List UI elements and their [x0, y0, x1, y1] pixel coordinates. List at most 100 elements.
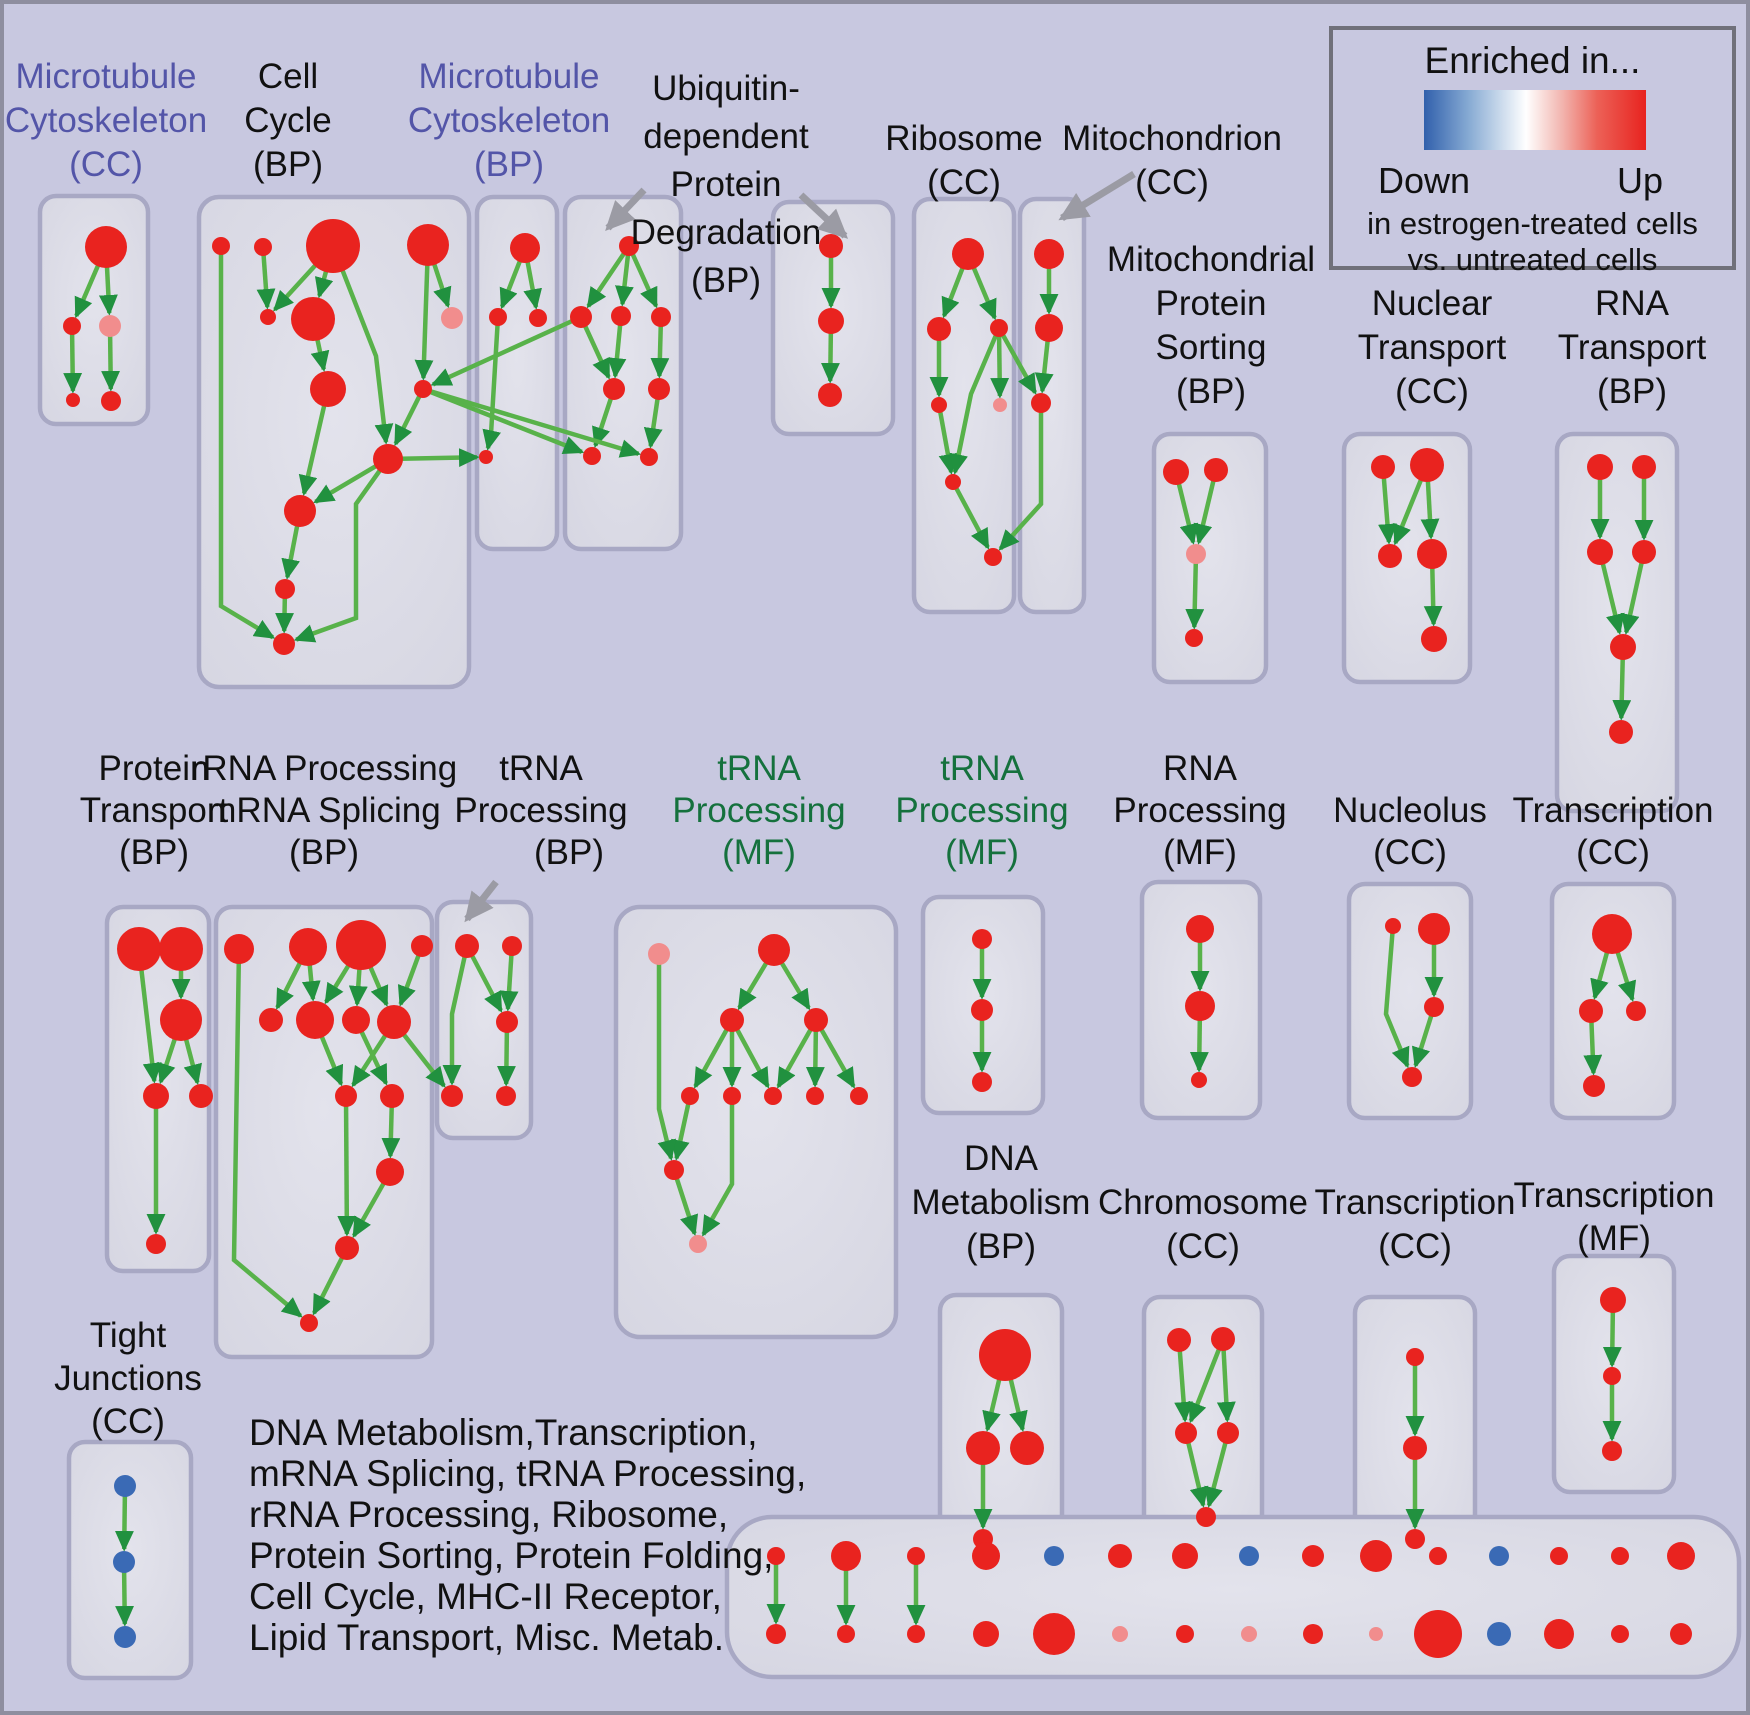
go-term-node: [113, 1551, 135, 1573]
go-edge: [1597, 551, 1625, 636]
trna-bp-label: (BP): [534, 833, 604, 872]
go-term-node: [993, 398, 1007, 412]
go-edge: [701, 1096, 735, 1237]
go-term-node: [380, 1084, 404, 1108]
go-edge: [1216, 1338, 1236, 1423]
protein-transport-label: Protein: [99, 749, 210, 788]
tight-junctions-label: Junctions: [54, 1359, 202, 1398]
go-edge: [337, 1095, 357, 1237]
transcription-mf-label: (MF): [1577, 1219, 1651, 1258]
cell-cycle-label: Cycle: [244, 101, 332, 140]
go-term-node: [114, 1475, 136, 1497]
go-term-node: [818, 308, 844, 334]
go-term-node: [273, 633, 295, 655]
go-edge: [693, 1018, 734, 1089]
go-term-node: [260, 309, 276, 325]
go-term-node: [640, 448, 658, 466]
go-term-node: [529, 309, 547, 327]
legend: Enriched in... Down Up in estrogen-treat…: [1329, 26, 1736, 277]
note-line: mRNA Splicing, tRNA Processing,: [249, 1453, 807, 1494]
ubiquitin-degradation-label: Degradation: [631, 213, 822, 252]
go-term-node: [411, 935, 433, 957]
go-term-node: [1611, 1547, 1629, 1565]
go-term-node: [979, 1329, 1031, 1381]
go-term-node: [1429, 1547, 1447, 1565]
go-term-node: [1204, 458, 1228, 482]
go-term-node: [284, 495, 316, 527]
go-term-node: [291, 297, 335, 341]
go-term-node: [296, 1001, 334, 1039]
go-edge: [990, 327, 1010, 399]
go-term-node: [1632, 540, 1656, 564]
go-term-node: [850, 1087, 868, 1105]
go-term-node: [651, 307, 671, 327]
go-term-node: [1667, 1542, 1695, 1570]
go-term-node: [407, 224, 449, 266]
go-term-node: [1176, 1625, 1194, 1643]
go-term-node: [1544, 1619, 1574, 1649]
go-term-node: [664, 1160, 684, 1180]
go-term-node: [117, 927, 161, 971]
dna-metabolism-label: (BP): [966, 1227, 1036, 1266]
go-term-node: [758, 934, 790, 966]
go-term-node: [66, 393, 80, 407]
go-term-node: [414, 380, 432, 398]
go-term-node: [723, 1087, 741, 1105]
trna-bp-label: tRNA: [499, 749, 583, 788]
annotation-arrow: [464, 879, 499, 923]
note-line: DNA Metabolism,Transcription,: [249, 1412, 758, 1453]
go-edge: [671, 1095, 693, 1161]
go-term-node: [1587, 539, 1613, 565]
go-term-node: [1603, 1367, 1621, 1385]
go-term-node: [945, 474, 961, 490]
go-term-node: [376, 1158, 404, 1186]
chromosome-label: (CC): [1166, 1227, 1240, 1266]
go-term-node: [764, 1087, 782, 1105]
go-term-node: [818, 383, 842, 407]
go-term-node: [1108, 1544, 1132, 1568]
go-term-node: [1035, 314, 1063, 342]
transcription-cc-a-label: Transcription: [1513, 791, 1714, 830]
go-term-node: [189, 1084, 213, 1108]
rrna-mrna-label: rRNA Processing: [191, 749, 457, 788]
note-line: Protein Sorting, Protein Folding,: [249, 1535, 774, 1576]
go-edge: [1193, 469, 1219, 545]
go-term-node: [648, 943, 670, 965]
rna-transport-label: Transport: [1558, 328, 1707, 367]
transcription-cc-a-label: (CC): [1576, 833, 1650, 872]
annotation-arrow: [605, 187, 647, 232]
go-term-node: [819, 234, 843, 258]
go-term-node: [927, 317, 951, 341]
go-term-node: [496, 1086, 516, 1106]
go-edge: [814, 1018, 856, 1089]
go-term-node: [373, 444, 403, 474]
go-term-node: [648, 378, 670, 400]
mito-protein-sorting-label: (BP): [1176, 372, 1246, 411]
microtubule-bp-label: (BP): [474, 145, 544, 184]
go-term-node: [1487, 1622, 1511, 1646]
cell-cycle-label: (BP): [253, 145, 323, 184]
go-edge: [951, 480, 990, 550]
go-term-node: [1175, 1422, 1197, 1444]
go-term-node: [160, 999, 202, 1041]
go-edge: [422, 386, 585, 455]
go-term-node: [101, 391, 121, 411]
go-term-node: [1010, 1431, 1044, 1465]
tight-junctions-label: Tight: [90, 1316, 167, 1355]
go-edge: [1188, 1338, 1226, 1424]
go-term-node: [1385, 918, 1401, 934]
go-term-node: [212, 237, 230, 255]
go-edge: [586, 244, 631, 309]
go-edge: [256, 246, 276, 310]
go-term-node: [1196, 1507, 1216, 1527]
go-term-node: [1611, 1625, 1629, 1643]
go-edge: [422, 386, 642, 458]
go-term-node: [224, 934, 254, 964]
unclustered-terms-note: DNA Metabolism,Transcription, mRNA Splic…: [249, 1412, 806, 1658]
go-edge: [1383, 925, 1410, 1069]
go-edge: [936, 404, 958, 475]
go-edge: [656, 954, 676, 1161]
trna-bp-label: Processing: [454, 791, 627, 830]
go-term-node: [146, 1234, 166, 1254]
go-edge: [1620, 551, 1647, 636]
